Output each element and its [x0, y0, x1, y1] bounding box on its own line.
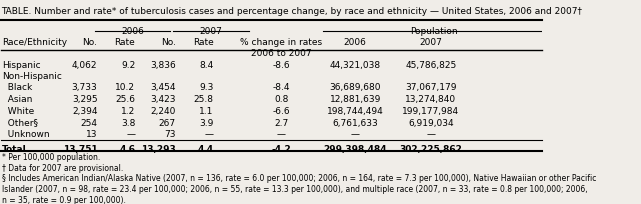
Text: 254: 254 [81, 119, 97, 128]
Text: 13: 13 [86, 130, 97, 139]
Text: 4,062: 4,062 [72, 61, 97, 70]
Text: -6.6: -6.6 [272, 107, 290, 116]
Text: 13,274,840: 13,274,840 [405, 95, 456, 104]
Text: No.: No. [83, 38, 97, 47]
Text: 267: 267 [159, 119, 176, 128]
Text: 9.2: 9.2 [121, 61, 135, 70]
Text: Asian: Asian [2, 95, 32, 104]
Text: 2.7: 2.7 [274, 119, 288, 128]
Text: 2006: 2006 [121, 27, 144, 36]
Text: Race/Ethnicity: Race/Ethnicity [2, 38, 67, 47]
Text: 6,761,633: 6,761,633 [332, 119, 378, 128]
Text: —: — [351, 130, 360, 139]
Text: —: — [277, 130, 286, 139]
Text: No.: No. [161, 38, 176, 47]
Text: 25.8: 25.8 [194, 95, 213, 104]
Text: 6,919,034: 6,919,034 [408, 119, 454, 128]
Text: -8.4: -8.4 [272, 83, 290, 92]
Text: 37,067,179: 37,067,179 [405, 83, 456, 92]
Text: 299,398,484: 299,398,484 [323, 145, 387, 154]
Text: 4.6: 4.6 [119, 145, 135, 154]
Text: 13,751: 13,751 [63, 145, 97, 154]
Text: 1.2: 1.2 [121, 107, 135, 116]
Text: 3,423: 3,423 [151, 95, 176, 104]
Text: 302,225,862: 302,225,862 [399, 145, 462, 154]
Text: 3,454: 3,454 [151, 83, 176, 92]
Text: 8.4: 8.4 [199, 61, 213, 70]
Text: 36,689,680: 36,689,680 [329, 83, 381, 92]
Text: 198,744,494: 198,744,494 [327, 107, 383, 116]
Text: † Data for 2007 are provisional.: † Data for 2007 are provisional. [2, 164, 123, 173]
Text: 2007: 2007 [199, 27, 222, 36]
Text: * Per 100,000 population.: * Per 100,000 population. [2, 153, 100, 162]
Text: § Includes American Indian/Alaska Native (2007, n = 136, rate = 6.0 per 100,000;: § Includes American Indian/Alaska Native… [2, 174, 596, 183]
Text: TABLE. Number and rate* of tuberculosis cases and percentage change, by race and: TABLE. Number and rate* of tuberculosis … [1, 7, 583, 16]
Text: 12,881,639: 12,881,639 [329, 95, 381, 104]
Text: —: — [204, 130, 213, 139]
Text: -4.2: -4.2 [271, 145, 291, 154]
Text: 2007: 2007 [419, 38, 442, 47]
Text: 3.8: 3.8 [121, 119, 135, 128]
Text: Rate: Rate [115, 38, 135, 47]
Text: Hispanic: Hispanic [2, 61, 40, 70]
Text: % change in rates
2006 to 2007: % change in rates 2006 to 2007 [240, 38, 322, 58]
Text: 73: 73 [164, 130, 176, 139]
Text: 1.1: 1.1 [199, 107, 213, 116]
Text: n = 35, rate = 0.9 per 100,000).: n = 35, rate = 0.9 per 100,000). [2, 196, 126, 204]
Text: 3,295: 3,295 [72, 95, 97, 104]
Text: 25.6: 25.6 [115, 95, 135, 104]
Text: 199,177,984: 199,177,984 [402, 107, 460, 116]
Text: White: White [2, 107, 34, 116]
Text: 9.3: 9.3 [199, 83, 213, 92]
Text: 3,733: 3,733 [72, 83, 97, 92]
Text: 0.8: 0.8 [274, 95, 288, 104]
Text: -8.6: -8.6 [272, 61, 290, 70]
Text: —: — [426, 130, 435, 139]
Text: 10.2: 10.2 [115, 83, 135, 92]
Text: 3.9: 3.9 [199, 119, 213, 128]
Text: Islander (2007, n = 98, rate = 23.4 per 100,000; 2006, n = 55, rate = 13.3 per 1: Islander (2007, n = 98, rate = 23.4 per … [2, 185, 588, 194]
Text: 44,321,038: 44,321,038 [329, 61, 381, 70]
Text: 2006: 2006 [344, 38, 367, 47]
Text: 45,786,825: 45,786,825 [405, 61, 456, 70]
Text: Other§: Other§ [2, 119, 38, 128]
Text: 4.4: 4.4 [197, 145, 213, 154]
Text: Rate: Rate [193, 38, 213, 47]
Text: 2,240: 2,240 [151, 107, 176, 116]
Text: 13,293: 13,293 [141, 145, 176, 154]
Text: Non-Hispanic: Non-Hispanic [2, 72, 62, 81]
Text: Black: Black [2, 83, 32, 92]
Text: —: — [126, 130, 135, 139]
Text: Total: Total [2, 145, 27, 154]
Text: Population: Population [410, 27, 457, 36]
Text: Unknown: Unknown [2, 130, 49, 139]
Text: 3,836: 3,836 [150, 61, 176, 70]
Text: 2,394: 2,394 [72, 107, 97, 116]
